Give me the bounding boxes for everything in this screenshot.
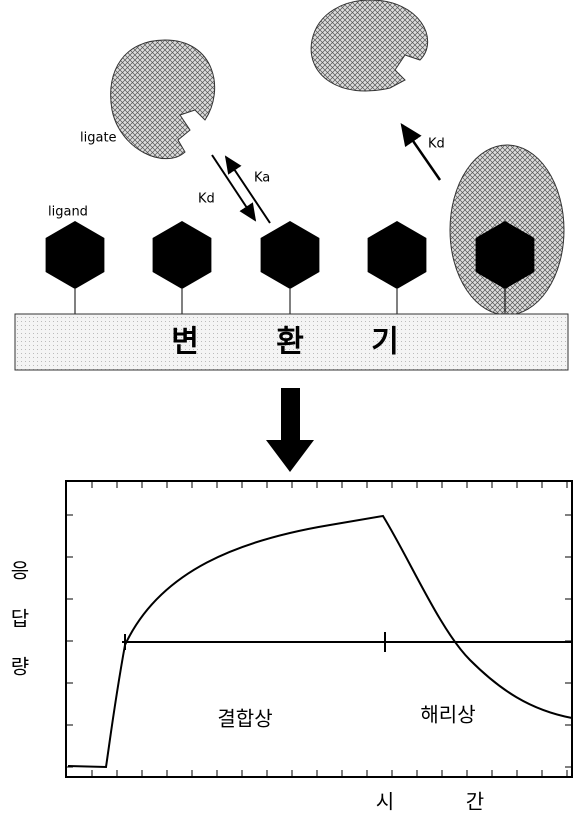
ligand bbox=[368, 221, 427, 289]
dissociation-label: 해리상 bbox=[420, 703, 475, 727]
x-axis-label: 간 bbox=[466, 790, 484, 814]
ligand bbox=[261, 221, 320, 289]
arrow-ka bbox=[212, 155, 255, 220]
ligate-shape bbox=[111, 40, 215, 159]
transducer-label: 환 bbox=[276, 325, 304, 360]
association-label: 결합상 bbox=[217, 707, 272, 731]
ticks bbox=[66, 481, 572, 777]
ligand bbox=[153, 221, 212, 289]
kd-label: Kd bbox=[198, 192, 215, 207]
transducer-label: 기 bbox=[371, 325, 399, 360]
ka-label: Ka bbox=[254, 171, 270, 186]
y-axis-label: 답 bbox=[11, 607, 29, 631]
arrow-kd bbox=[402, 125, 440, 180]
y-axis-label: 응 bbox=[11, 559, 29, 583]
down-arrow bbox=[266, 388, 314, 472]
diagram: ligate ligand Kd Ka Kd 변 환 기 결합상 해리상 응 답… bbox=[0, 0, 576, 818]
y-axis-label: 량 bbox=[11, 655, 29, 679]
arrow-kd bbox=[226, 157, 270, 223]
transducer-label: 변 bbox=[171, 325, 199, 360]
x-axis-label: 시 bbox=[376, 790, 394, 814]
ligate-shape bbox=[311, 0, 428, 91]
page: {"diagram": { "ligate_label": "ligate", … bbox=[0, 0, 576, 818]
ligate-label: ligate bbox=[80, 131, 117, 146]
ligand bbox=[46, 221, 105, 289]
graph-frame bbox=[66, 481, 572, 777]
kd-label: Kd bbox=[428, 137, 445, 152]
ligand-label: ligand bbox=[48, 205, 88, 220]
